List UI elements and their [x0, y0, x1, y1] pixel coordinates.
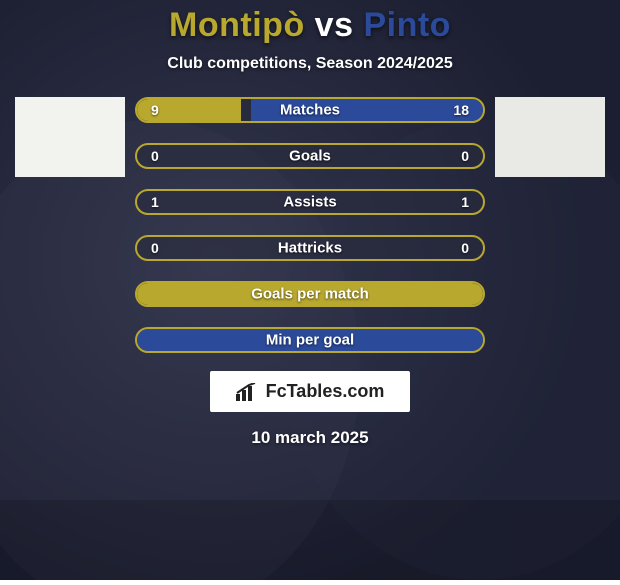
bar-label: Assists: [283, 194, 336, 211]
stat-bar-min-per-goal: Min per goal: [135, 327, 485, 353]
title-vs: vs: [315, 6, 354, 44]
stat-bar-matches: Matches 9 18: [135, 97, 485, 123]
subtitle: Club competitions, Season 2024/2025: [167, 55, 452, 73]
bar-value-right: 18: [453, 102, 469, 118]
bar-value-right: 1: [461, 194, 469, 210]
bar-value-right: 0: [461, 148, 469, 164]
brand-text: FcTables.com: [266, 381, 385, 402]
left-badge-column: [15, 97, 125, 177]
bar-label: Min per goal: [266, 332, 354, 349]
brand-box: FcTables.com: [210, 371, 411, 412]
bar-label: Goals: [289, 148, 331, 165]
right-badge-2: [500, 151, 600, 177]
left-badge-1: [20, 103, 120, 129]
stat-bar-goals: Goals 0 0: [135, 143, 485, 169]
bar-label: Hattricks: [278, 240, 342, 257]
title-player1: Montipò: [169, 6, 305, 44]
bar-value-right: 0: [461, 240, 469, 256]
bar-value-left: 0: [151, 148, 159, 164]
right-badge-column: [495, 97, 605, 177]
right-badge-1: [500, 103, 600, 129]
stat-bar-goals-per-match: Goals per match: [135, 281, 485, 307]
bar-value-left: 0: [151, 240, 159, 256]
date-line: 10 march 2025: [251, 428, 368, 448]
stats-area: Matches918Goals00Assists11Hattricks00Goa…: [0, 97, 620, 353]
stat-bars: Matches918Goals00Assists11Hattricks00Goa…: [135, 97, 485, 353]
stat-bar-hattricks: Hattricks 0 0: [135, 235, 485, 261]
stat-bar-assists: Assists 1 1: [135, 189, 485, 215]
bar-value-left: 9: [151, 102, 159, 118]
title: Montipò vs Pinto: [169, 6, 451, 45]
title-player2: Pinto: [363, 6, 450, 44]
left-badge-2: [20, 151, 120, 177]
bar-value-left: 1: [151, 194, 159, 210]
bar-label: Matches: [280, 102, 340, 119]
chart-icon: [236, 383, 258, 401]
bar-label: Goals per match: [251, 286, 369, 303]
